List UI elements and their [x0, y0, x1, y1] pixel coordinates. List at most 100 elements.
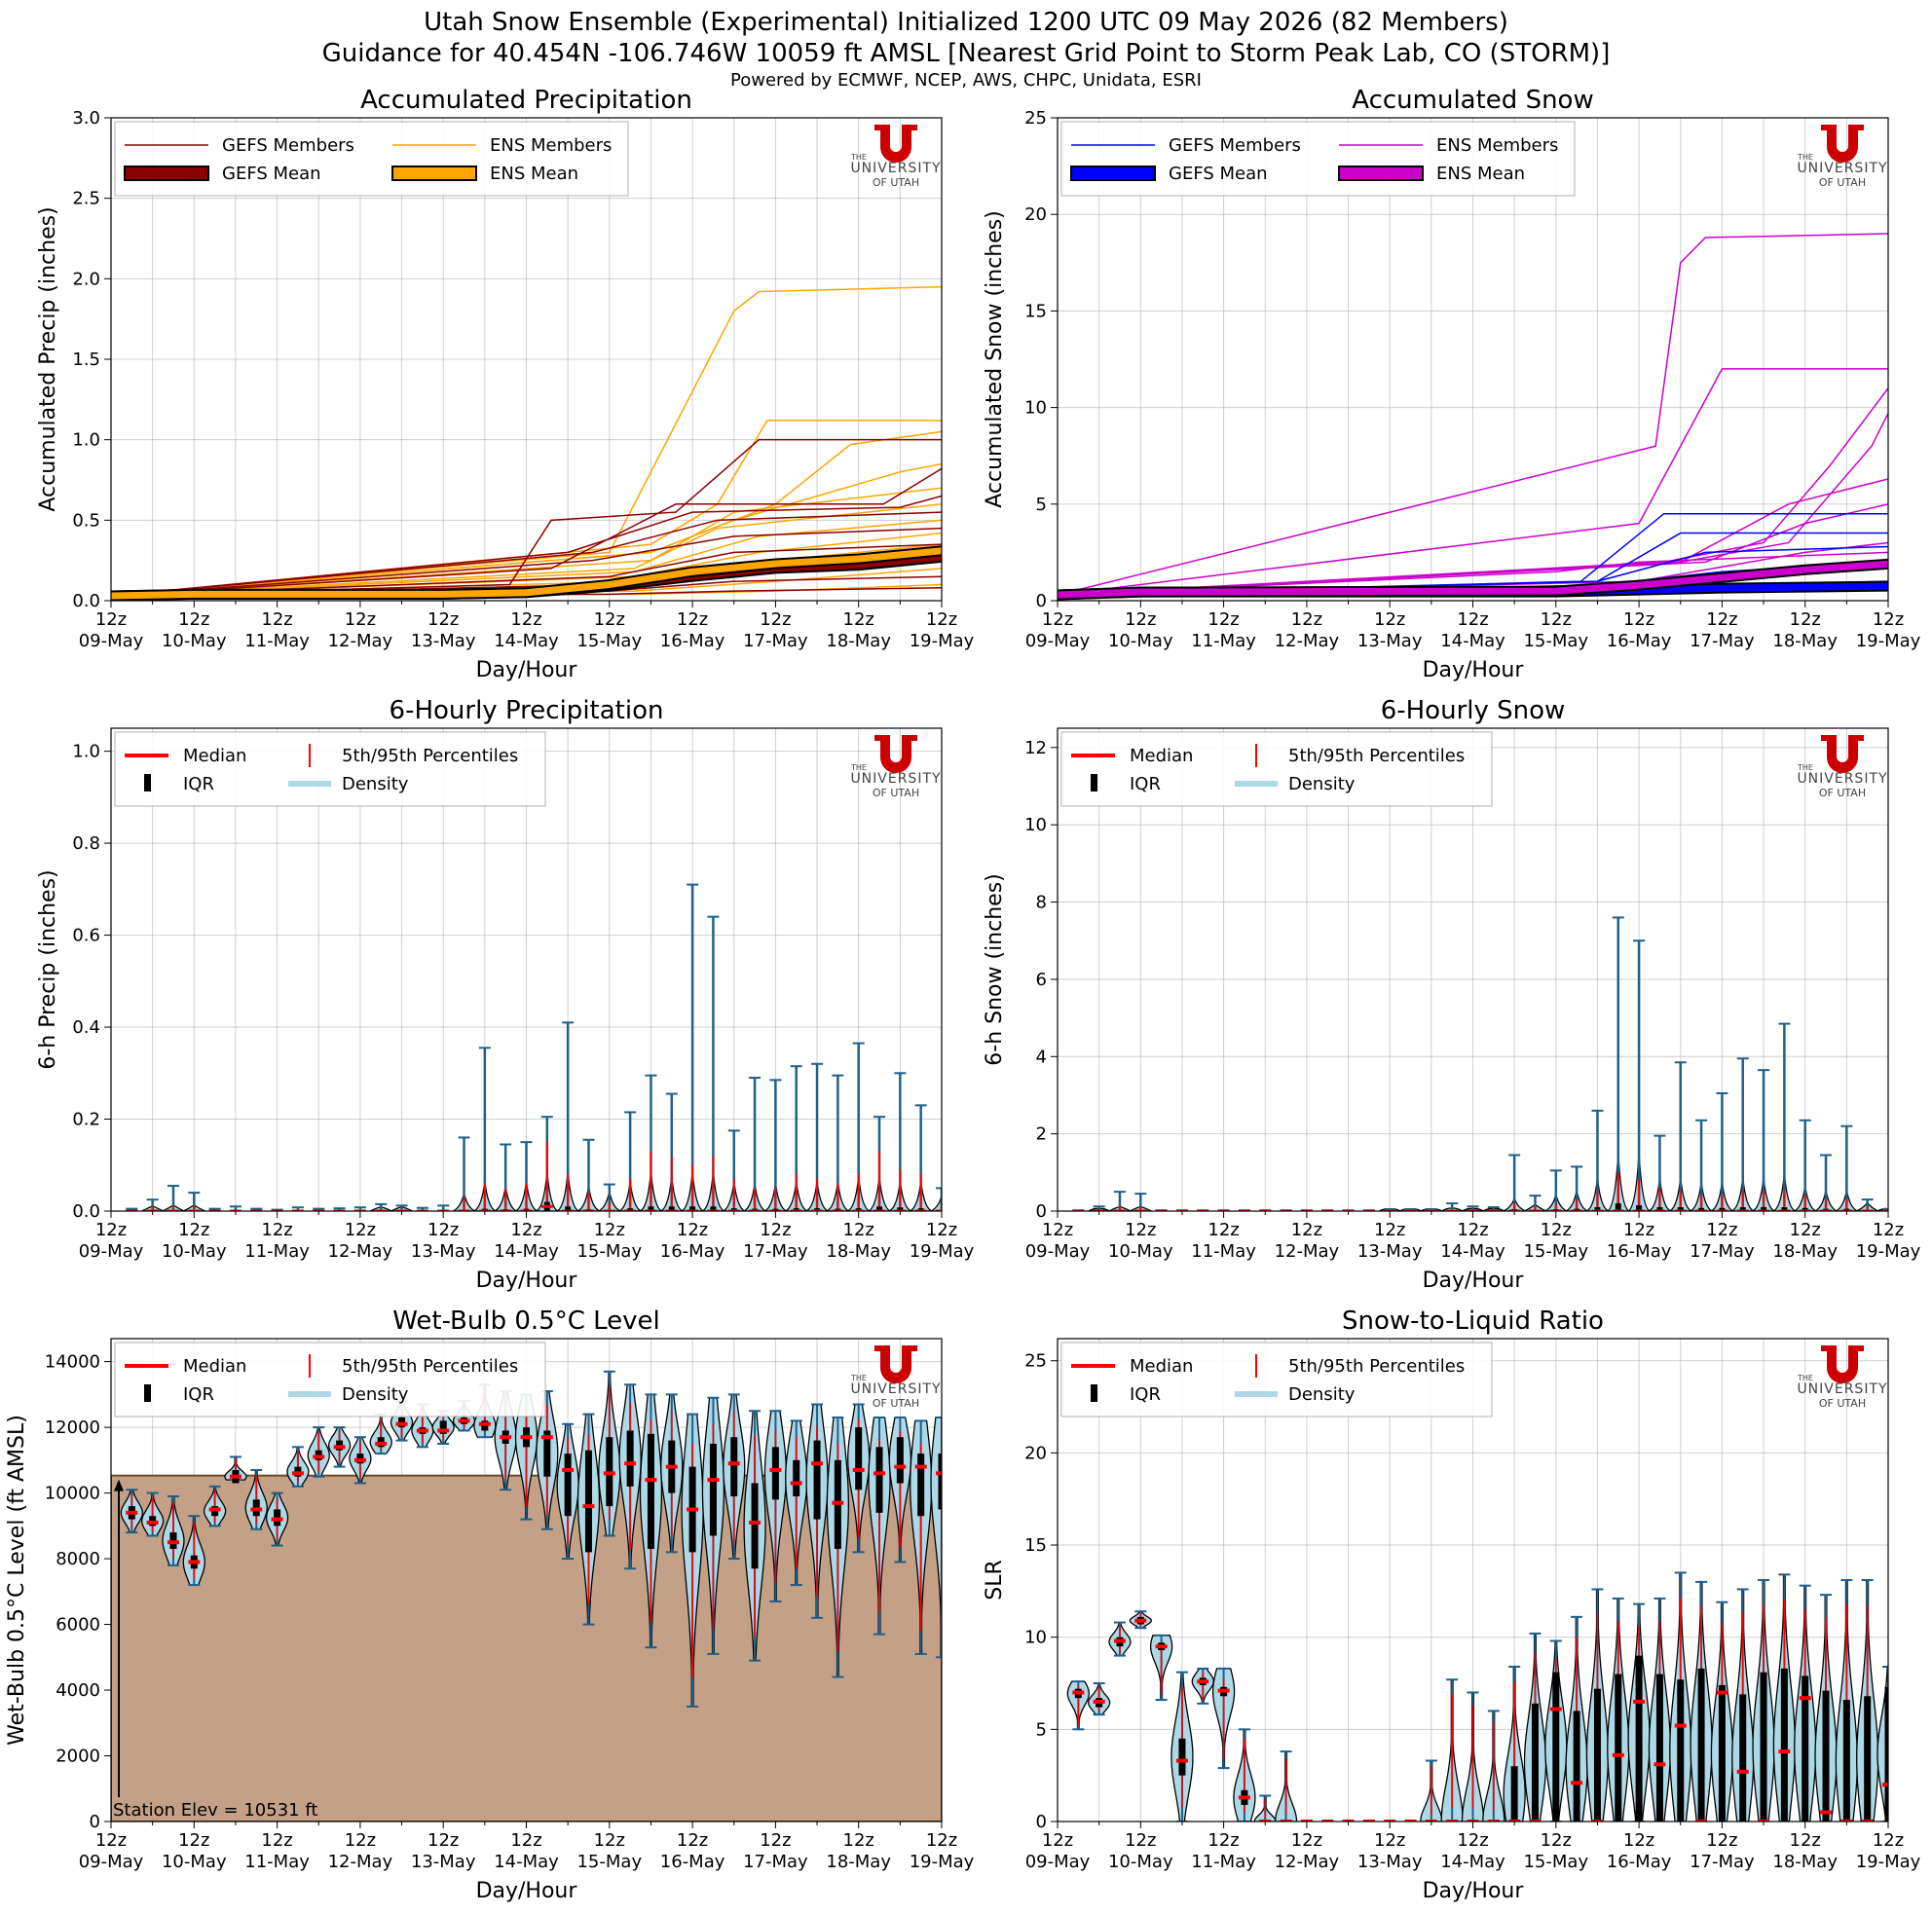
x-tick-label-hour: 12z [1873, 609, 1904, 630]
logo-text-of-utah: OF UTAH [873, 787, 919, 799]
legend-label: Median [183, 746, 246, 766]
x-tick-label-hour: 12z [510, 609, 541, 630]
legend-label: IQR [1130, 774, 1161, 794]
violin-iqr [1532, 1704, 1539, 1822]
x-tick-label-hour: 12z [510, 1830, 541, 1851]
violin-iqr [814, 1441, 821, 1520]
x-tick-label-hour: 12z [1706, 1220, 1737, 1240]
x-tick-label-day: 09-May [1025, 1852, 1091, 1872]
violin-iqr [1656, 1675, 1663, 1822]
x-tick-label-hour: 12z [1706, 609, 1737, 630]
x-tick-label-day: 19-May [1856, 1241, 1921, 1262]
x-tick-label-day: 17-May [1690, 1852, 1755, 1872]
x-tick-label-day: 10-May [1108, 1852, 1173, 1872]
logo-text-of-utah: OF UTAH [873, 176, 919, 189]
utah-u-serif [1821, 125, 1837, 130]
x-tick-label-day: 11-May [244, 1241, 310, 1262]
y-tick-label: 2000 [56, 1747, 100, 1767]
legend-box [115, 122, 628, 196]
violin-iqr [730, 1437, 737, 1496]
violin-iqr [1823, 1691, 1830, 1822]
x-tick-label-day: 14-May [1440, 1852, 1505, 1872]
violin-iqr [1719, 1685, 1726, 1822]
y-axis-label: Accumulated Snow (inches) [983, 210, 1007, 508]
utah-u-serif [1848, 125, 1864, 130]
x-tick-label-hour: 12z [843, 1220, 874, 1240]
y-axis-label: Wet-Bulb 0.5°C Level (ft AMSL) [5, 1415, 29, 1746]
x-tick-label-hour: 12z [345, 1220, 376, 1240]
x-tick-label-day: 09-May [79, 1241, 144, 1262]
y-axis-label: 6-h Precip (inches) [36, 869, 60, 1069]
legend-label: 5th/95th Percentiles [342, 746, 518, 766]
legend-label: GEFS Members [222, 135, 354, 156]
x-tick-label-hour: 12z [1208, 1220, 1239, 1240]
x-tick-label-day: 13-May [411, 1241, 476, 1262]
legend-label: ENS Mean [490, 164, 578, 184]
x-tick-label-hour: 12z [594, 609, 625, 630]
x-tick-label-hour: 12z [1125, 1830, 1156, 1851]
x-tick-label-hour: 12z [261, 1220, 292, 1240]
y-tick-label: 5 [1036, 495, 1047, 515]
y-tick-label: 1.0 [72, 430, 100, 451]
violin-iqr [1511, 1766, 1518, 1822]
x-tick-label-hour: 12z [178, 1220, 209, 1240]
x-tick-label-day: 19-May [910, 1852, 975, 1872]
x-tick-label-day: 12-May [328, 1852, 393, 1872]
x-tick-label-day: 12-May [1275, 1852, 1340, 1872]
y-tick-label: 2 [1036, 1124, 1047, 1145]
violin-iqr [710, 1444, 717, 1535]
x-tick-label-hour: 12z [1623, 1830, 1654, 1851]
x-tick-label-hour: 12z [95, 1220, 127, 1240]
legend-label: Density [1288, 1384, 1356, 1405]
y-tick-label: 25 [1024, 108, 1047, 129]
legend-swatch-iqr [1091, 774, 1097, 791]
y-tick-label: 1.0 [72, 742, 100, 762]
logo-text-of-utah: OF UTAH [873, 1397, 919, 1410]
x-tick-label-day: 15-May [576, 1852, 642, 1872]
panel-title: Accumulated Snow [1352, 86, 1593, 115]
x-tick-label-day: 09-May [1025, 1241, 1091, 1262]
violin-iqr [876, 1447, 883, 1512]
y-tick-label: 0.2 [72, 1110, 100, 1130]
y-tick-label: 25 [1024, 1351, 1047, 1372]
x-tick-label-day: 16-May [1607, 1852, 1672, 1872]
x-tick-label-day: 09-May [1025, 631, 1091, 651]
x-tick-label-hour: 12z [427, 609, 459, 630]
utah-u-serif [1848, 1345, 1864, 1351]
panel-title: Accumulated Precipitation [360, 86, 692, 115]
violin-iqr [855, 1427, 862, 1490]
x-tick-label-hour: 12z [1291, 609, 1322, 630]
y-tick-label: 10 [1024, 1628, 1047, 1648]
x-tick-label-hour: 12z [926, 1220, 957, 1240]
logo-text-university: UNIVERSITY [1797, 161, 1887, 176]
x-tick-label-day: 15-May [1523, 631, 1588, 651]
y-tick-label: 1.5 [72, 350, 100, 370]
y-tick-label: 10000 [45, 1484, 100, 1504]
x-tick-label-hour: 12z [510, 1220, 541, 1240]
x-tick-label-day: 11-May [244, 1852, 310, 1872]
utah-u-serif [902, 125, 917, 130]
x-tick-label-day: 12-May [1275, 631, 1340, 651]
y-tick-label: 2.0 [72, 269, 100, 289]
x-axis-label: Day/Hour [476, 658, 578, 682]
panel-title: Wet-Bulb 0.5°C Level [392, 1307, 660, 1336]
y-tick-label: 8000 [56, 1549, 100, 1569]
x-tick-label-hour: 12z [427, 1220, 459, 1240]
x-tick-label-hour: 12z [594, 1830, 625, 1851]
x-tick-label-day: 18-May [826, 1241, 891, 1262]
x-tick-label-day: 09-May [79, 631, 144, 651]
y-tick-label: 0 [1036, 1201, 1047, 1222]
panel-title: 6-Hourly Precipitation [390, 696, 664, 725]
y-tick-label: 14000 [45, 1352, 100, 1373]
violin-iqr [1698, 1669, 1705, 1822]
violin-iqr [1843, 1700, 1850, 1822]
violin-iqr [1615, 1675, 1621, 1822]
logo-text-university: UNIVERSITY [1797, 771, 1887, 787]
x-tick-label-hour: 12z [760, 1220, 791, 1240]
x-tick-label-hour: 12z [1208, 609, 1239, 630]
legend-label: 5th/95th Percentiles [342, 1356, 518, 1377]
y-tick-label: 0.4 [72, 1017, 100, 1038]
x-tick-label-day: 16-May [1607, 1241, 1672, 1262]
violin-iqr [1864, 1696, 1871, 1822]
